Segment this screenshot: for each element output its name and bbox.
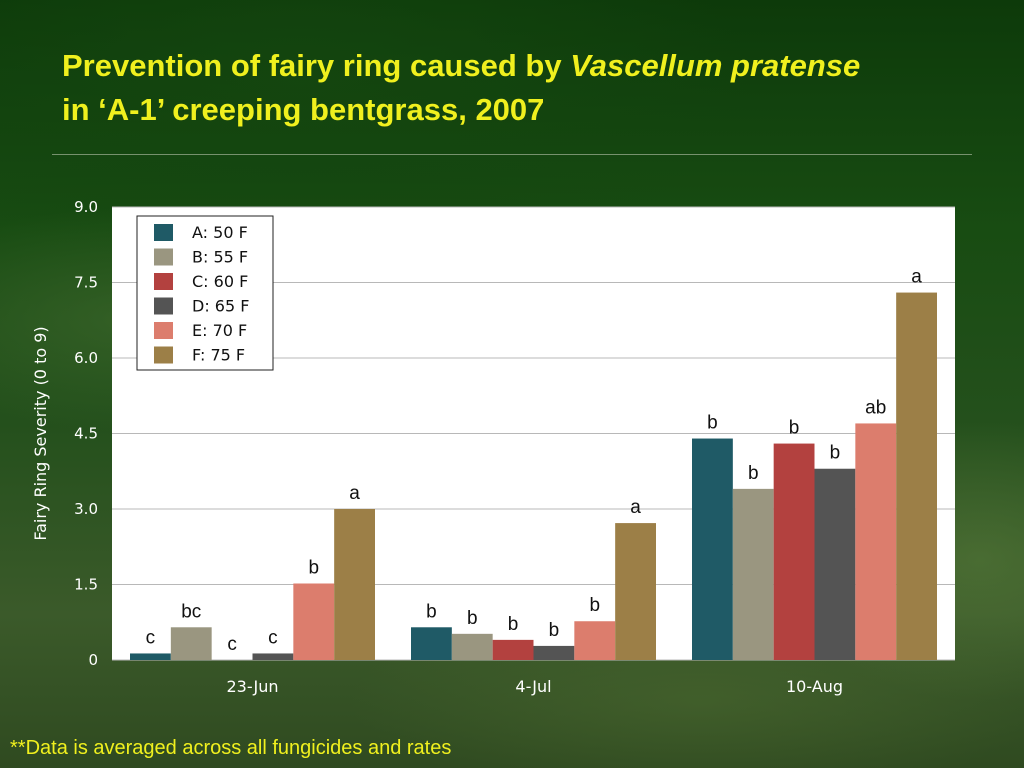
- legend-entry: B: 55 F: [192, 248, 248, 267]
- title-prefix: Prevention of fairy ring caused by: [62, 48, 562, 83]
- bar: [574, 621, 616, 660]
- bar: [334, 509, 375, 660]
- bar: [615, 523, 656, 660]
- bar-label: bc: [181, 601, 201, 622]
- bar: [896, 292, 937, 660]
- legend-swatch: [154, 273, 173, 290]
- y-tick-label: 3.0: [74, 500, 98, 518]
- legend-swatch: [154, 248, 173, 266]
- bar: [814, 468, 856, 660]
- bar: [252, 653, 294, 660]
- bar: [692, 438, 733, 660]
- slide-title: Prevention of fairy ring caused by Vasce…: [62, 44, 982, 132]
- y-axis-label: Fairy Ring Severity (0 to 9): [31, 326, 50, 540]
- title-line-2: in ‘A-1’ creeping bentgrass, 2007: [62, 92, 545, 127]
- bar-label: c: [268, 627, 278, 648]
- bar: [533, 645, 575, 660]
- bar-label: b: [830, 443, 841, 464]
- bar-label: a: [630, 497, 641, 518]
- legend-swatch: [154, 297, 173, 315]
- bar-label: b: [426, 601, 437, 622]
- bar-label: b: [589, 595, 600, 616]
- bar: [170, 627, 212, 660]
- bar: [773, 443, 815, 660]
- bar: [411, 627, 452, 660]
- bar: [855, 423, 897, 660]
- bar-label: b: [467, 608, 478, 629]
- legend-entry: C: 60 F: [192, 272, 248, 291]
- legend-swatch: [154, 346, 173, 364]
- x-tick-label: 10-Aug: [786, 677, 843, 696]
- bar: [130, 653, 171, 660]
- x-tick-label: 4-Jul: [515, 677, 551, 696]
- bar-label: b: [549, 620, 560, 641]
- legend-entry: E: 70 F: [192, 321, 247, 340]
- bar-label: b: [707, 413, 718, 434]
- title-species: Vascellum pratense: [570, 48, 861, 83]
- x-tick-label: 23-Jun: [226, 677, 278, 696]
- bar-label: a: [349, 483, 360, 504]
- legend: [136, 215, 274, 371]
- bar: [492, 639, 534, 660]
- footnote: **Data is averaged across all fungicides…: [10, 737, 452, 759]
- bar-label: b: [308, 557, 319, 578]
- y-tick-label: 1.5: [74, 576, 98, 594]
- bar-label: b: [508, 614, 519, 635]
- bar-label: a: [911, 267, 922, 288]
- y-tick-label: 0: [88, 651, 98, 669]
- y-tick-label: 4.5: [74, 425, 98, 443]
- legend-swatch: [154, 224, 173, 241]
- legend-entry: A: 50 F: [192, 223, 248, 242]
- y-tick-label: 6.0: [74, 349, 98, 367]
- bar: [732, 488, 774, 660]
- bar-label: c: [146, 627, 156, 648]
- legend-entry: D: 65 F: [192, 297, 249, 316]
- y-tick-label: 9.0: [74, 198, 98, 216]
- title-divider: [52, 154, 972, 155]
- bar-label: b: [789, 418, 800, 439]
- legend-swatch: [154, 322, 173, 339]
- bar: [293, 583, 335, 660]
- legend-entry: F: 75 F: [192, 346, 245, 365]
- bar: [451, 633, 493, 660]
- bar-label: ab: [865, 397, 886, 418]
- bar-label: b: [748, 463, 759, 484]
- bar-label: c: [227, 634, 237, 655]
- y-tick-label: 7.5: [74, 274, 98, 292]
